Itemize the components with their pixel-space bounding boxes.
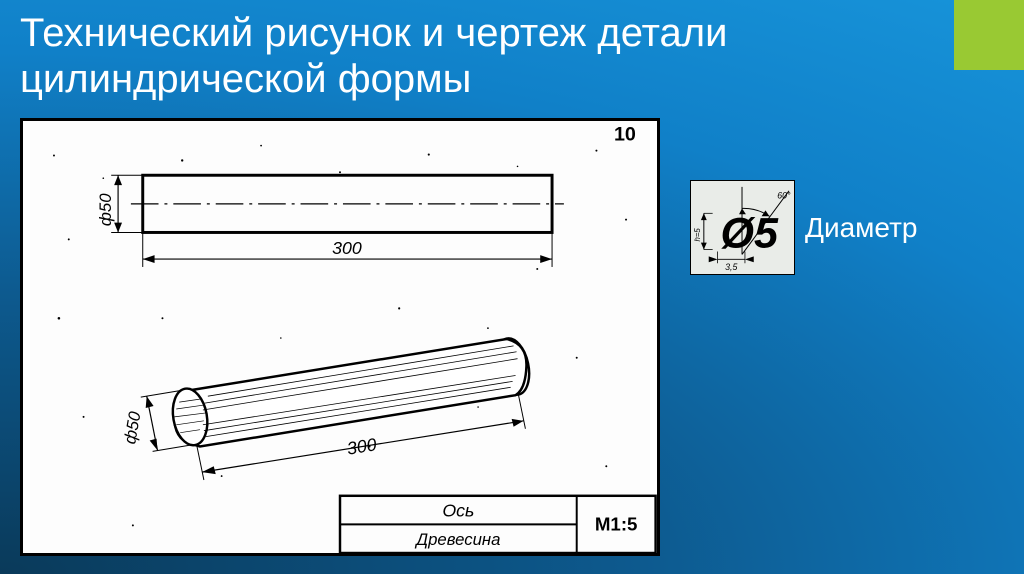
top-diameter-label: ф50 bbox=[96, 193, 115, 226]
top-view: ф50 300 bbox=[96, 175, 564, 267]
diameter-value: Ø5 bbox=[720, 210, 779, 258]
iso-view: ф50 300 bbox=[120, 335, 534, 480]
scale: М1:5 bbox=[595, 513, 638, 534]
corner-accent bbox=[954, 0, 1024, 70]
width-label: 3,5 bbox=[725, 262, 737, 272]
height-label: h=5 bbox=[693, 228, 702, 242]
diameter-symbol-box: 60° Ø5 h=5 3,5 bbox=[690, 180, 795, 275]
part-name: Ось bbox=[442, 501, 474, 521]
sheet-number: 10 bbox=[614, 124, 636, 146]
iso-length-label: 300 bbox=[346, 434, 379, 458]
slide-title: Технический рисунок и чертеж детали цили… bbox=[20, 10, 920, 102]
diameter-panel: 60° Ø5 h=5 3,5 Диаметр bbox=[690, 180, 917, 275]
iso-diameter-label: ф50 bbox=[120, 409, 144, 445]
paper-noise bbox=[53, 145, 627, 527]
material: Древесина bbox=[414, 530, 500, 549]
title-block: Ось Древесина М1:5 bbox=[340, 496, 656, 553]
technical-drawing: 10 ф50 300 bbox=[20, 118, 660, 556]
angle-label: 60° bbox=[777, 191, 791, 201]
top-length-label: 300 bbox=[332, 238, 362, 258]
diameter-caption: Диаметр bbox=[805, 212, 917, 244]
